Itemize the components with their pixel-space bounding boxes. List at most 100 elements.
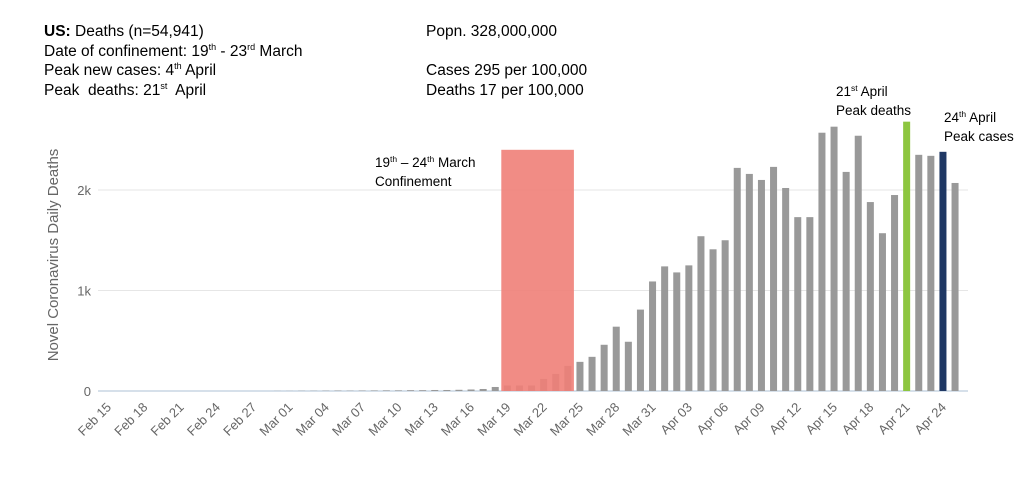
x-tick-label: Mar 31 xyxy=(619,400,658,439)
bar xyxy=(697,236,705,391)
bar xyxy=(806,217,814,391)
bar xyxy=(370,390,378,391)
header-text: st xyxy=(160,80,168,91)
x-tick-label: Feb 21 xyxy=(148,400,187,439)
annotation-text: st xyxy=(851,83,858,93)
header-line: Date of confinement: 19th - 23rd March xyxy=(44,42,303,62)
header-text: Deaths (n=54,941) xyxy=(70,23,204,40)
bar xyxy=(661,266,669,391)
x-tick-label: Mar 04 xyxy=(293,400,332,439)
header-text: Date of confinement: 19 xyxy=(44,42,209,60)
bar xyxy=(745,173,753,391)
y-tick-label: 0 xyxy=(84,384,91,399)
x-tick-label: Apr 24 xyxy=(911,400,949,438)
x-tick-label: Feb 18 xyxy=(111,400,150,439)
x-tick-label: Feb 27 xyxy=(220,400,259,439)
header-line: US: Deaths (n=54,941) xyxy=(44,22,303,42)
bar xyxy=(455,389,463,391)
x-tick-label: Apr 06 xyxy=(694,400,732,438)
bar xyxy=(903,121,911,391)
x-tick-label: Mar 28 xyxy=(583,400,622,439)
bar xyxy=(709,249,717,391)
bar xyxy=(939,151,947,391)
bar xyxy=(951,182,959,391)
header-line: Cases 295 per 100,000 xyxy=(426,61,587,81)
bar xyxy=(588,356,596,391)
bar xyxy=(394,390,402,391)
bar xyxy=(757,179,765,391)
x-tick-label: Apr 15 xyxy=(802,400,840,438)
annotation-text: 24 xyxy=(944,110,960,125)
bar xyxy=(721,240,729,391)
x-tick-label: Feb 24 xyxy=(184,400,223,439)
bar xyxy=(891,195,899,391)
header-line: Peak new cases: 4th April xyxy=(44,61,303,81)
annotation-text: April xyxy=(858,84,888,99)
x-tick-label: Mar 13 xyxy=(402,400,441,439)
bar xyxy=(818,132,826,391)
header-text: Peak deaths: 21 xyxy=(44,81,161,99)
bar xyxy=(576,361,584,391)
x-tick-label: Apr 21 xyxy=(875,400,913,438)
header-text: April xyxy=(181,62,217,79)
annotation: Confinement xyxy=(375,174,452,189)
x-tick-label: Apr 18 xyxy=(839,400,877,438)
annotation: Peak deaths xyxy=(836,103,911,118)
x-tick-label: Mar 01 xyxy=(256,400,295,439)
header-text: - 23 xyxy=(216,42,248,60)
x-tick-label: Mar 19 xyxy=(474,400,513,439)
annotation-text: th xyxy=(427,154,434,164)
bar xyxy=(927,155,935,391)
header-text: Deaths 17 per 100,000 xyxy=(426,81,584,99)
bar xyxy=(479,388,487,391)
annotation-text: 21 xyxy=(836,84,851,99)
bar xyxy=(830,126,838,391)
annotation-text: March xyxy=(434,155,475,170)
header-text: Popn. 328,000,000 xyxy=(426,23,558,40)
annotation-text: th xyxy=(959,109,966,119)
x-tick-label: Mar 22 xyxy=(511,400,550,439)
header-text: Cases 295 per 100,000 xyxy=(426,62,588,79)
header-text: Peak new cases: 4 xyxy=(44,62,175,79)
x-tick-label: Mar 10 xyxy=(365,400,404,439)
bar xyxy=(649,281,657,391)
bar xyxy=(612,326,620,391)
annotation: Peak cases xyxy=(944,129,1014,144)
bar xyxy=(878,233,886,391)
bar xyxy=(915,154,923,391)
bar xyxy=(407,390,415,391)
x-tick-label: Apr 09 xyxy=(730,400,768,438)
bar xyxy=(382,390,390,391)
x-tick-label: Apr 12 xyxy=(766,400,804,438)
header-line: Peak deaths: 21st April xyxy=(44,81,303,101)
bar xyxy=(624,341,632,391)
header-line: Deaths 17 per 100,000 xyxy=(426,81,587,101)
bar xyxy=(770,166,778,391)
bar xyxy=(733,167,741,391)
bar xyxy=(854,135,862,391)
header-text: th xyxy=(208,41,217,52)
annotation: 19th – 24th March xyxy=(375,154,476,170)
bar xyxy=(782,187,790,391)
bar xyxy=(491,386,499,391)
annotation-text: Confinement xyxy=(375,174,452,189)
bar xyxy=(673,272,681,391)
confinement-region xyxy=(501,149,574,391)
bar xyxy=(685,265,693,391)
header-text: th xyxy=(174,61,182,71)
x-tick-label: Mar 25 xyxy=(547,400,586,439)
annotation-text: Peak cases xyxy=(944,129,1014,144)
header-text: rd xyxy=(247,41,256,52)
header-right: Popn. 328,000,000 Cases 295 per 100,000 De… xyxy=(426,22,587,100)
bar xyxy=(866,202,874,391)
bar xyxy=(419,390,427,391)
annotation: 21st April xyxy=(836,83,888,99)
header-text: April xyxy=(167,81,207,99)
bar xyxy=(467,389,475,391)
x-tick-label: Apr 03 xyxy=(657,400,695,438)
x-tick-label: Mar 07 xyxy=(329,400,368,439)
y-axis-title: Novel Coronavirus Daily Deaths xyxy=(45,149,62,362)
x-tick-label: Mar 16 xyxy=(438,400,477,439)
bar xyxy=(600,344,608,391)
